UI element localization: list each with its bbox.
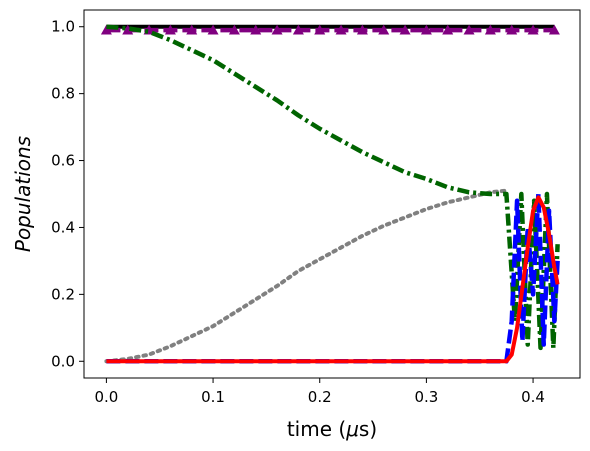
series-1-point <box>122 24 134 35</box>
series-line-2 <box>104 188 509 364</box>
x-axis-ticks: 0.0 0.1 0.2 0.3 0.4 <box>94 378 545 406</box>
series-1-point <box>186 24 198 35</box>
series-1-point <box>527 24 539 35</box>
series-1-point <box>271 24 283 35</box>
series-layer <box>100 24 560 364</box>
series-1-point <box>399 24 411 35</box>
series-line-4 <box>106 191 560 364</box>
x-axis-label: time (μs) <box>287 417 377 441</box>
x-tick-label: 0.3 <box>414 388 438 406</box>
series-1-point <box>548 24 560 35</box>
series-1-point <box>463 24 475 35</box>
x-tick-label: 0.1 <box>201 388 225 406</box>
y-tick-label: 0.2 <box>51 285 75 303</box>
y-axis-ticks: 0.0 0.2 0.4 0.6 0.8 1.0 <box>51 18 84 370</box>
x-tick-label: 0.4 <box>521 388 545 406</box>
y-tick-label: 0.8 <box>51 85 75 103</box>
series-1-point <box>420 24 432 35</box>
y-axis-label: Populations <box>11 136 35 252</box>
x-tick-label: 0.2 <box>308 388 332 406</box>
series-1-point <box>292 24 304 35</box>
y-tick-label: 0.0 <box>51 352 75 370</box>
series-1-point <box>378 24 390 35</box>
x-axis-label-mu: μ <box>345 417 359 441</box>
plot-frame <box>83 9 581 379</box>
series-1-point <box>442 24 454 35</box>
series-1-point <box>164 24 176 35</box>
y-tick-label: 1.0 <box>51 18 75 36</box>
series-1-point <box>100 24 112 35</box>
series-line-5 <box>106 195 560 364</box>
series-1-point <box>356 24 368 35</box>
x-axis-label-prefix: time ( <box>287 417 346 441</box>
y-tick-label: 0.4 <box>51 218 75 236</box>
x-axis-label-suffix: s) <box>359 417 377 441</box>
series-1-point <box>335 24 347 35</box>
series-1-point <box>484 24 496 35</box>
y-tick-label: 0.6 <box>51 152 75 170</box>
x-tick-label: 0.0 <box>94 388 118 406</box>
series-1-point <box>228 24 240 35</box>
series-1-point <box>506 24 518 35</box>
series-line-3 <box>106 24 560 351</box>
series-1-point <box>207 24 219 35</box>
series-1-point <box>250 24 262 35</box>
series-1-point <box>314 24 326 35</box>
